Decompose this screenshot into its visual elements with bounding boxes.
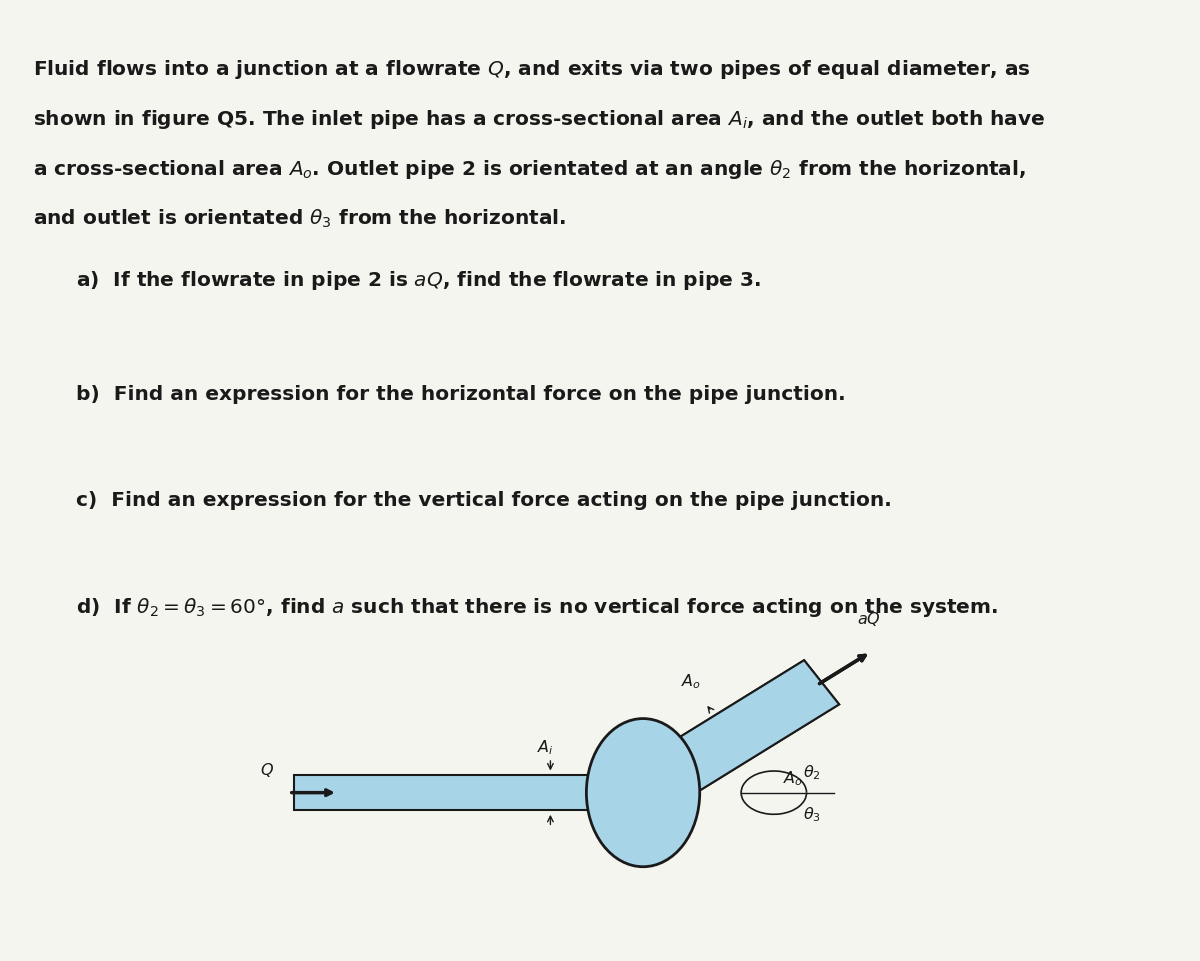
Text: c)  Find an expression for the vertical force acting on the pipe junction.: c) Find an expression for the vertical f…	[77, 490, 892, 509]
Text: Fluid flows into a junction at a flowrate $Q$, and exits via two pipes of equal : Fluid flows into a junction at a flowrat…	[32, 58, 1031, 81]
Ellipse shape	[587, 719, 700, 867]
Text: $\theta_3$: $\theta_3$	[803, 804, 821, 824]
Text: $A_o$: $A_o$	[782, 768, 803, 787]
Text: $\theta_2$: $\theta_2$	[803, 762, 821, 781]
Text: d)  If $\theta_2 = \theta_3 = 60°$, find $a$ such that there is no vertical forc: d) If $\theta_2 = \theta_3 = 60°$, find …	[77, 596, 998, 619]
Text: and outlet is orientated $\theta_3$ from the horizontal.: and outlet is orientated $\theta_3$ from…	[32, 208, 565, 230]
Text: shown in figure Q5. The inlet pipe has a cross-sectional area $A_i$, and the out: shown in figure Q5. The inlet pipe has a…	[32, 108, 1045, 131]
Polygon shape	[294, 776, 600, 810]
Text: $A_i$: $A_i$	[536, 738, 553, 756]
Polygon shape	[656, 660, 839, 796]
Polygon shape	[656, 660, 839, 796]
Text: a)  If the flowrate in pipe 2 is $aQ$, find the flowrate in pipe 3.: a) If the flowrate in pipe 2 is $aQ$, fi…	[77, 269, 761, 292]
Text: a cross-sectional area $A_o$. Outlet pipe 2 is orientated at an angle $\theta_2$: a cross-sectional area $A_o$. Outlet pip…	[32, 158, 1026, 181]
Text: $Q$: $Q$	[260, 760, 274, 777]
Text: $A_o$: $A_o$	[682, 672, 702, 690]
Text: $aQ$: $aQ$	[857, 609, 881, 628]
Text: b)  Find an expression for the horizontal force on the pipe junction.: b) Find an expression for the horizontal…	[77, 384, 846, 404]
